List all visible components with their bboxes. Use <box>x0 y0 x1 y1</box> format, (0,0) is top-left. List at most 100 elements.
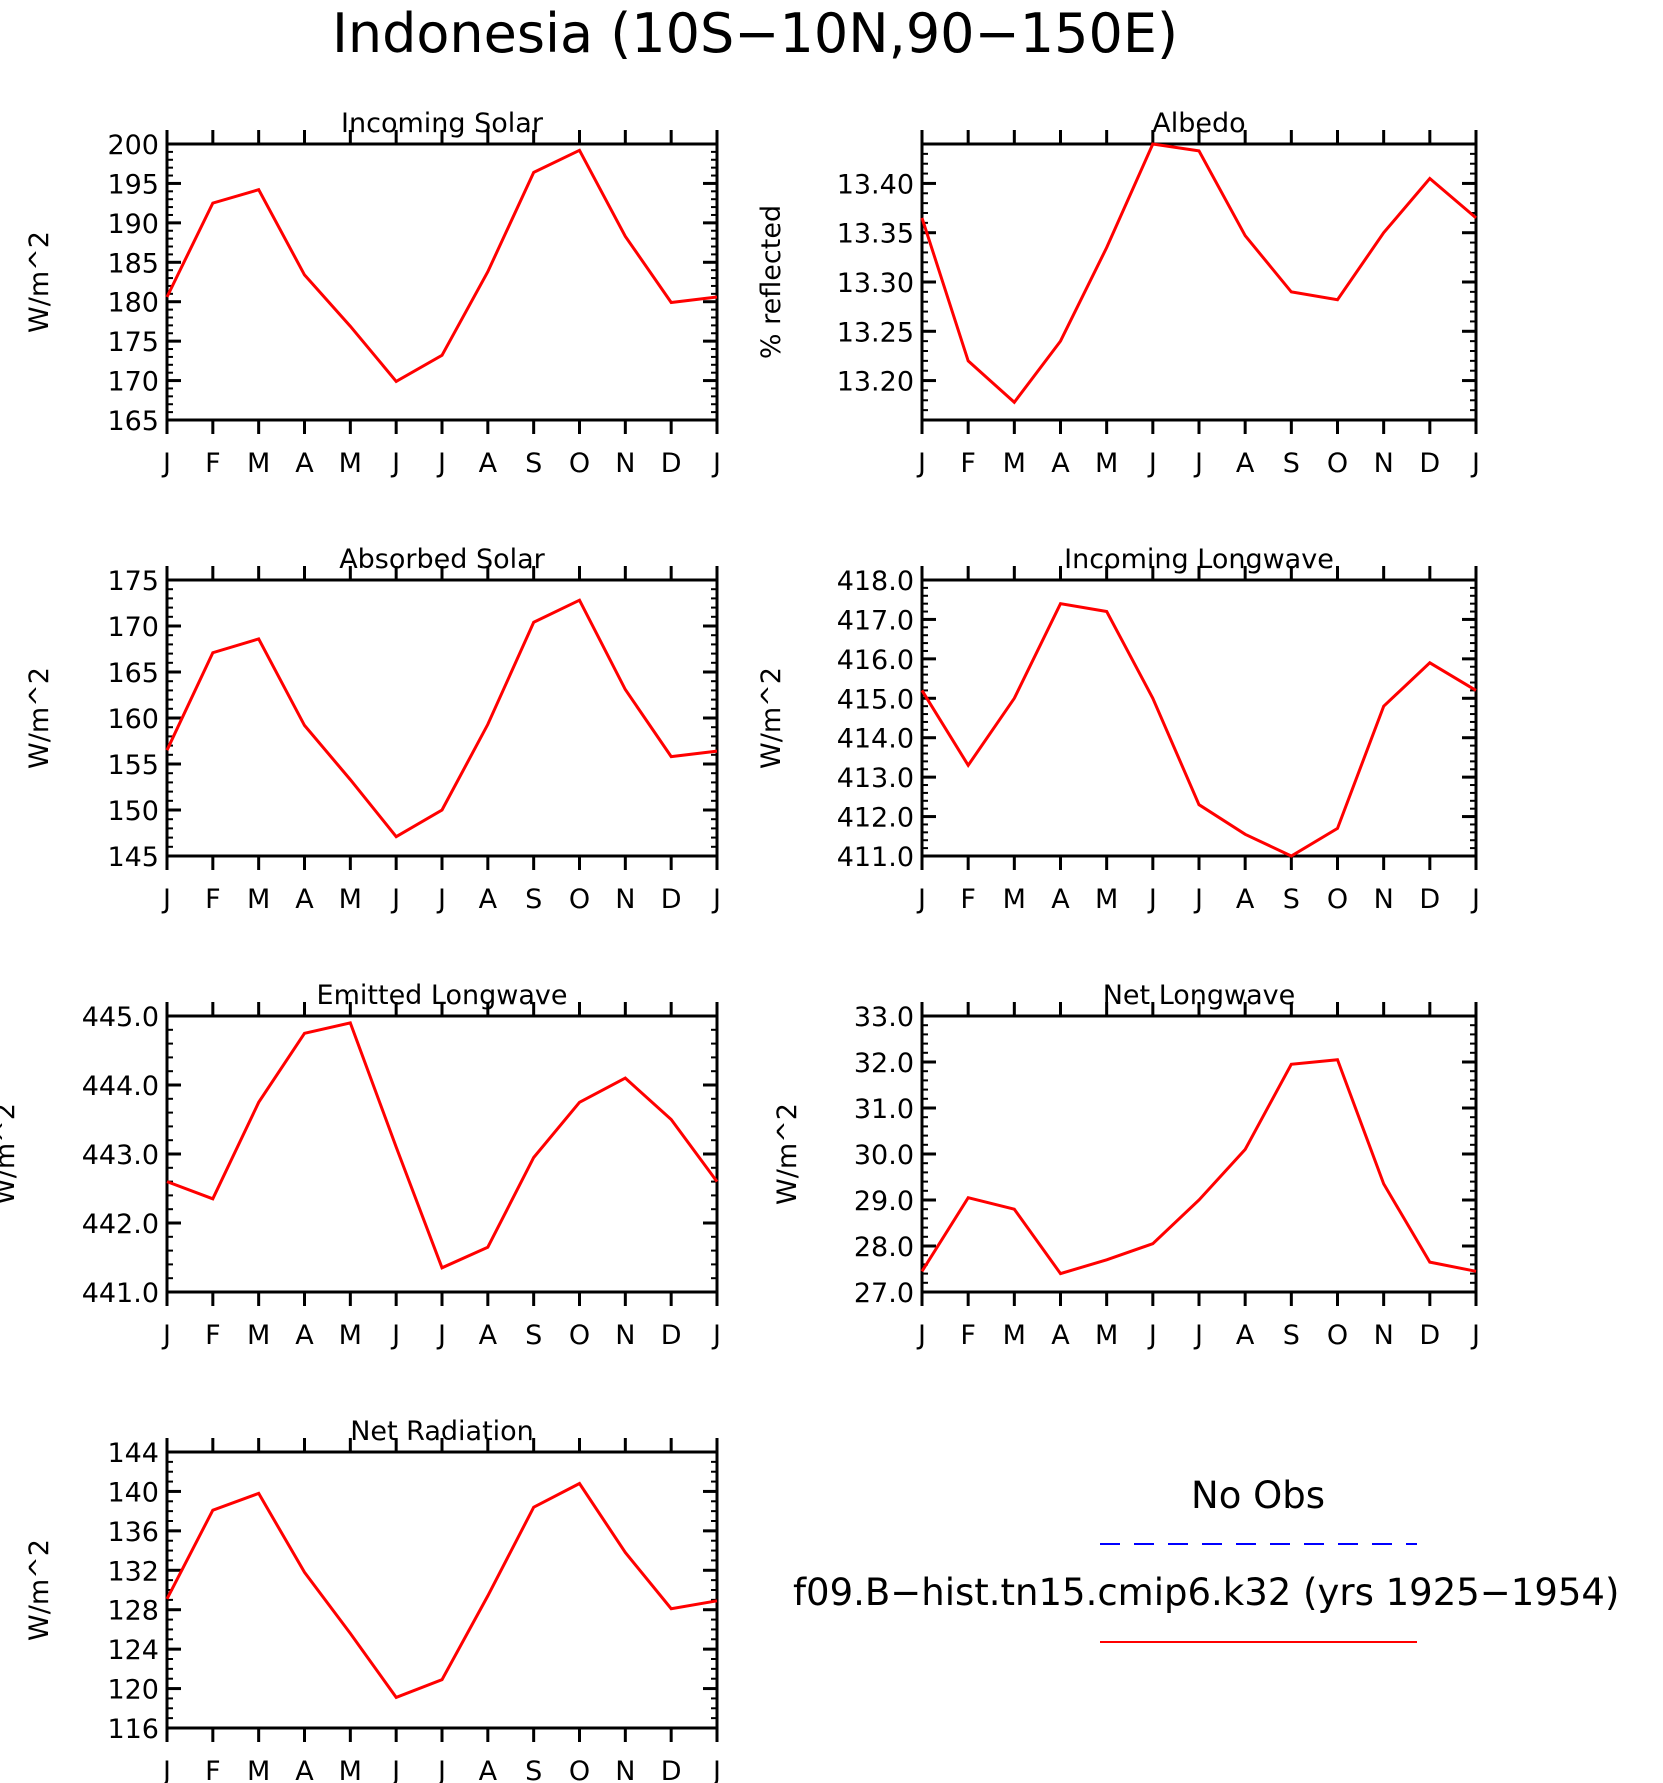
model-series-line <box>165 148 718 384</box>
y-tick-label: 175 <box>107 566 159 597</box>
x-tick-label: M <box>339 884 362 915</box>
y-tick-label: 442.0 <box>82 1209 159 1240</box>
y-tick-label: 150 <box>107 796 159 827</box>
x-tick-label: J <box>1470 448 1480 479</box>
y-axis-label: W/m^2 <box>24 1539 55 1641</box>
x-tick-label: F <box>205 884 221 915</box>
y-tick-label: 414.0 <box>837 724 914 755</box>
x-tick-label: J <box>711 1756 721 1783</box>
x-tick-label: N <box>615 448 635 479</box>
x-tick-label: D <box>1419 1320 1440 1351</box>
y-tick-label: 31.0 <box>854 1094 914 1125</box>
y-tick-label: 29.0 <box>854 1186 914 1217</box>
y-tick-label: 120 <box>107 1675 159 1706</box>
y-tick-label: 160 <box>107 704 159 735</box>
legend: No Obs f09.B−hist.tn15.cmip6.k32 (yrs 19… <box>793 1474 1619 1643</box>
x-tick-label: A <box>295 448 314 479</box>
x-tick-label: O <box>569 448 590 479</box>
y-tick-label: 132 <box>107 1556 159 1587</box>
x-tick-label: F <box>960 1320 976 1351</box>
y-tick-label: 444.0 <box>82 1071 159 1102</box>
x-tick-label: A <box>1051 448 1070 479</box>
legend-model-label: f09.B−hist.tn15.cmip6.k32 (yrs 1925−1954… <box>793 1571 1619 1614</box>
y-tick-label: 415.0 <box>837 684 914 715</box>
x-tick-label: N <box>1374 448 1394 479</box>
x-tick-label: M <box>1095 884 1118 915</box>
x-tick-label: J <box>390 1320 400 1351</box>
x-tick-label: J <box>1147 448 1157 479</box>
model-series-line <box>920 142 1477 405</box>
chart-panel: Net RadiationW/m^21161201241281321361401… <box>24 1416 721 1783</box>
y-tick-label: 28.0 <box>854 1232 914 1263</box>
y-tick-label: 200 <box>107 130 159 161</box>
y-tick-label: 412.0 <box>837 803 914 834</box>
y-tick-label: 417.0 <box>837 605 914 636</box>
y-tick-label: 170 <box>107 367 159 398</box>
y-tick-label: 124 <box>107 1635 159 1666</box>
y-tick-label: 145 <box>107 842 159 873</box>
x-tick-label: F <box>205 1756 221 1783</box>
x-tick-label: O <box>1327 884 1348 915</box>
x-tick-label: F <box>205 448 221 479</box>
plot-frame <box>165 578 719 858</box>
x-tick-label: M <box>339 1320 362 1351</box>
y-tick-label: 155 <box>107 750 159 781</box>
x-tick-label: O <box>569 1320 590 1351</box>
x-tick-label: M <box>247 1320 270 1351</box>
y-tick-label: 116 <box>107 1714 159 1745</box>
y-axis-label: W/m^2 <box>24 667 55 769</box>
x-tick-label: J <box>1147 884 1157 915</box>
x-tick-label: J <box>161 884 171 915</box>
x-tick-label: O <box>569 884 590 915</box>
x-tick-label: N <box>615 1756 635 1783</box>
x-tick-label: A <box>479 1756 498 1783</box>
model-series-line <box>920 1058 1477 1276</box>
y-tick-label: 441.0 <box>82 1278 159 1309</box>
y-tick-label: 13.35 <box>837 219 914 250</box>
x-tick-label: M <box>247 448 270 479</box>
plot-frame <box>165 142 719 422</box>
x-tick-label: J <box>1193 884 1203 915</box>
x-tick-label: S <box>1283 448 1300 479</box>
y-tick-label: 185 <box>107 248 159 279</box>
chart-panel: Incoming LongwaveW/m^2411.0412.0413.0414… <box>756 544 1480 915</box>
y-tick-label: 27.0 <box>854 1278 914 1309</box>
x-tick-label: A <box>1051 1320 1070 1351</box>
x-tick-label: J <box>1193 1320 1203 1351</box>
chart-panel: Albedo% reflected13.2013.2513.3013.3513.… <box>756 108 1480 479</box>
y-tick-label: 190 <box>107 209 159 240</box>
x-tick-label: F <box>960 448 976 479</box>
y-axis-label: W/m^2 <box>0 1103 21 1205</box>
y-axis-label: W/m^2 <box>756 667 787 769</box>
x-tick-label: D <box>661 1320 682 1351</box>
model-series-line <box>166 1021 719 1270</box>
x-tick-label: J <box>161 1756 171 1783</box>
chart-panel: Emitted LongwaveW/m^2441.0442.0443.0444.… <box>0 980 721 1351</box>
chart-panel: Incoming SolarW/m^2165170175180185190195… <box>24 108 721 479</box>
plot-frame <box>165 1450 719 1730</box>
model-series-line <box>920 602 1477 858</box>
model-series-line <box>165 598 718 839</box>
plot-frame <box>920 578 1478 858</box>
y-tick-label: 13.30 <box>837 268 914 299</box>
plot-frame <box>920 1014 1478 1294</box>
x-tick-label: O <box>1327 1320 1348 1351</box>
x-tick-label: D <box>1419 448 1440 479</box>
x-tick-label: J <box>1193 448 1203 479</box>
x-tick-label: J <box>390 448 400 479</box>
x-tick-label: J <box>390 884 400 915</box>
y-tick-label: 413.0 <box>837 763 914 794</box>
x-tick-label: A <box>1236 884 1255 915</box>
x-tick-label: A <box>1051 884 1070 915</box>
x-tick-label: J <box>1470 884 1480 915</box>
legend-obs-label: No Obs <box>1191 1474 1325 1517</box>
x-tick-label: F <box>960 884 976 915</box>
x-tick-label: O <box>569 1756 590 1783</box>
x-tick-label: J <box>436 448 446 479</box>
x-tick-label: N <box>1374 1320 1394 1351</box>
y-tick-label: 32.0 <box>854 1048 914 1079</box>
model-series-line <box>165 1481 718 1700</box>
x-tick-label: M <box>1003 1320 1026 1351</box>
x-tick-label: J <box>436 1756 446 1783</box>
